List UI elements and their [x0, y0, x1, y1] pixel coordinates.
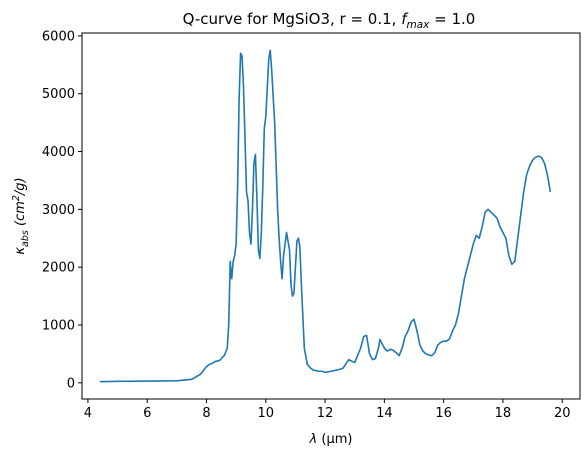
x-tick-label: 12 [317, 406, 334, 421]
y-tick-label: 5000 [42, 87, 75, 102]
x-axis-ticks: 4 6 8 10 12 14 16 18 20 [84, 399, 571, 421]
x-axis-label: λ (μm) [309, 432, 353, 447]
x-tick-label: 10 [258, 406, 275, 421]
y-tick-label: 0 [67, 376, 75, 391]
x-tick-label: 6 [143, 406, 151, 421]
y-axis-label: κabs (cm2/g) [11, 177, 31, 254]
y-tick-label: 6000 [42, 29, 75, 44]
y-tick-label: 2000 [42, 261, 75, 276]
chart-title: Q-curve for MgSiO3, r = 0.1, fmax = 1.0 [183, 10, 476, 31]
plot-frame [81, 32, 581, 400]
x-tick-label: 16 [435, 406, 452, 421]
y-tick-label: 4000 [42, 145, 75, 160]
y-tick-label: 1000 [42, 318, 75, 333]
x-tick-label: 20 [554, 406, 571, 421]
x-tick-label: 8 [202, 406, 210, 421]
x-tick-label: 14 [376, 406, 393, 421]
y-axis-ticks: 0 1000 2000 3000 4000 5000 6000 [42, 29, 82, 391]
x-tick-label: 18 [495, 406, 512, 421]
y-tick-label: 3000 [42, 203, 75, 218]
x-tick-label: 4 [84, 406, 92, 421]
series-line-mgsio3 [99, 49, 552, 383]
